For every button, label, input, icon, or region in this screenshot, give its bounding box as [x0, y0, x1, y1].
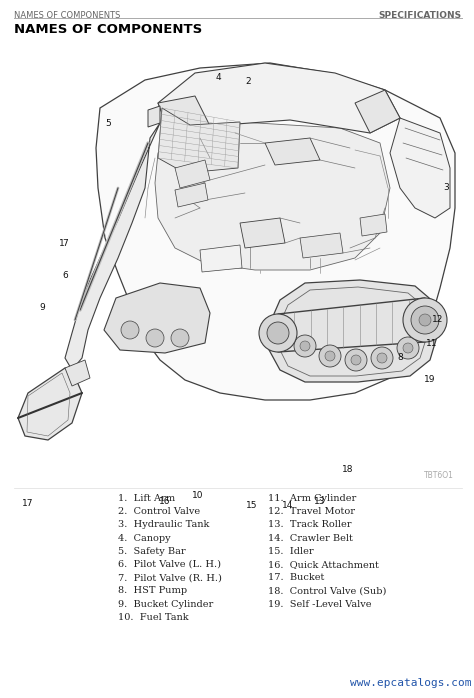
Text: 16.  Quick Attachment: 16. Quick Attachment [268, 560, 379, 569]
Text: 19: 19 [424, 376, 436, 385]
Polygon shape [360, 214, 387, 236]
Text: 9.  Bucket Cylinder: 9. Bucket Cylinder [118, 600, 213, 609]
Polygon shape [265, 138, 320, 165]
Polygon shape [390, 118, 450, 218]
Text: 17: 17 [22, 498, 34, 507]
Text: 6: 6 [62, 272, 68, 281]
Text: 11: 11 [426, 339, 438, 348]
Text: 13.  Track Roller: 13. Track Roller [268, 521, 352, 529]
Text: 9: 9 [39, 304, 45, 313]
Text: 14.  Crawler Belt: 14. Crawler Belt [268, 533, 353, 542]
Text: 15.  Idler: 15. Idler [268, 547, 314, 556]
Text: 1.  Lift Arm: 1. Lift Arm [118, 494, 175, 503]
Polygon shape [158, 63, 400, 133]
Text: 5: 5 [105, 119, 111, 128]
Polygon shape [240, 218, 285, 248]
Circle shape [259, 314, 297, 352]
Text: 2: 2 [245, 77, 251, 85]
Text: 12.  Travel Motor: 12. Travel Motor [268, 507, 355, 517]
Text: 19.  Self -Level Valve: 19. Self -Level Valve [268, 600, 372, 609]
Circle shape [419, 314, 431, 326]
Polygon shape [96, 63, 455, 400]
Text: SPECIFICATIONS: SPECIFICATIONS [379, 11, 462, 20]
Polygon shape [148, 106, 160, 127]
Text: TBT6O1: TBT6O1 [424, 471, 454, 480]
Text: www.epcatalogs.com: www.epcatalogs.com [350, 678, 472, 688]
Text: 17.  Bucket: 17. Bucket [268, 573, 324, 582]
Text: 14: 14 [283, 500, 294, 510]
Polygon shape [104, 283, 210, 353]
Text: 4.  Canopy: 4. Canopy [118, 533, 171, 542]
Text: 1: 1 [59, 239, 65, 248]
Circle shape [345, 349, 367, 371]
Text: 12: 12 [432, 315, 444, 325]
Circle shape [397, 337, 419, 359]
Text: 3: 3 [443, 184, 449, 193]
Polygon shape [18, 368, 82, 440]
Polygon shape [155, 122, 390, 270]
Text: 8: 8 [397, 353, 403, 362]
Text: 5.  Safety Bar: 5. Safety Bar [118, 547, 186, 556]
Circle shape [403, 298, 447, 342]
Circle shape [371, 347, 393, 369]
Text: 15: 15 [246, 500, 258, 510]
Circle shape [294, 335, 316, 357]
Text: 6.  Pilot Valve (L. H.): 6. Pilot Valve (L. H.) [118, 560, 221, 569]
Circle shape [325, 351, 335, 361]
Polygon shape [65, 123, 160, 370]
Circle shape [351, 355, 361, 365]
Polygon shape [158, 96, 210, 133]
Text: 7.  Pilot Valve (R. H.): 7. Pilot Valve (R. H.) [118, 573, 222, 582]
Circle shape [146, 329, 164, 347]
Text: 8.  HST Pump: 8. HST Pump [118, 586, 187, 595]
Circle shape [319, 345, 341, 367]
Polygon shape [175, 183, 208, 207]
Text: 3.  Hydraulic Tank: 3. Hydraulic Tank [118, 521, 210, 529]
Circle shape [377, 353, 387, 363]
Circle shape [121, 321, 139, 339]
Polygon shape [200, 245, 242, 272]
Circle shape [403, 343, 413, 353]
Polygon shape [65, 360, 90, 386]
Text: 11.  Arm Cylinder: 11. Arm Cylinder [268, 494, 356, 503]
Text: 4: 4 [215, 73, 221, 82]
Circle shape [411, 306, 439, 334]
Text: 18.  Control Valve (Sub): 18. Control Valve (Sub) [268, 586, 386, 595]
Circle shape [267, 322, 289, 344]
Text: 7: 7 [62, 239, 68, 248]
Polygon shape [175, 160, 210, 188]
Text: 10.  Fuel Tank: 10. Fuel Tank [118, 613, 189, 622]
Text: NAMES OF COMPONENTS: NAMES OF COMPONENTS [14, 11, 120, 20]
Polygon shape [268, 280, 438, 382]
Text: 13: 13 [314, 496, 326, 505]
Circle shape [300, 341, 310, 351]
Polygon shape [300, 233, 343, 258]
Polygon shape [355, 90, 400, 133]
Text: NAMES OF COMPONENTS: NAMES OF COMPONENTS [14, 23, 202, 36]
Circle shape [171, 329, 189, 347]
Text: 10: 10 [192, 491, 204, 500]
Text: 2.  Control Valve: 2. Control Valve [118, 507, 200, 517]
Polygon shape [158, 108, 240, 173]
Text: 16: 16 [159, 496, 171, 505]
Text: 18: 18 [342, 466, 354, 475]
